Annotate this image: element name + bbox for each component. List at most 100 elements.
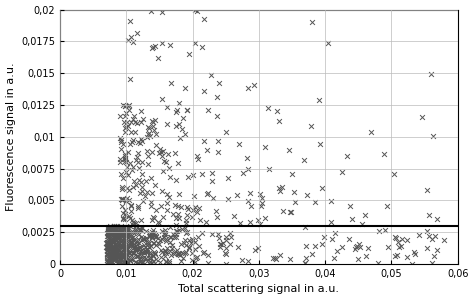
Point [104,252,111,257]
Point [138,225,146,230]
Point [117,147,124,152]
Point [194,235,202,240]
Point [167,81,174,85]
Point [147,200,155,205]
Point [199,231,206,236]
Point [134,262,142,266]
Point [122,252,130,256]
Point [148,149,156,154]
Point [199,250,206,255]
Point [115,252,122,257]
Point [148,235,156,240]
Point [131,221,138,226]
Point [158,96,166,101]
Point [222,261,229,266]
Point [123,247,130,251]
Point [279,209,286,214]
Point [172,216,180,221]
Point [122,111,129,116]
Point [117,140,124,144]
Point [117,136,124,141]
Point [118,229,126,233]
Point [185,245,192,250]
Point [170,250,178,255]
Point [161,248,168,253]
Point [109,239,117,244]
Point [364,245,372,250]
Point [111,234,119,239]
Point [189,207,196,212]
Point [134,203,142,208]
Point [391,172,398,177]
Point [121,159,129,164]
Point [287,209,294,214]
Point [169,212,177,217]
Point [196,218,203,223]
Point [105,246,112,250]
Point [125,232,133,237]
Point [125,226,132,231]
Point [111,238,118,243]
Point [119,217,127,222]
Point [114,249,121,254]
Point [145,260,153,265]
Point [146,244,153,249]
Point [129,40,137,44]
Point [133,220,140,225]
Point [193,210,201,214]
Point [148,190,155,195]
Point [189,258,196,262]
Point [106,236,114,240]
Point [233,192,240,197]
Point [120,120,128,125]
Point [109,227,116,232]
Point [118,196,126,201]
Point [107,259,114,264]
Point [244,167,251,171]
Point [150,233,158,238]
Point [204,252,212,257]
Point [217,245,224,250]
Point [136,251,143,256]
Point [129,138,137,143]
Point [145,244,152,249]
Point [116,260,124,264]
Point [121,233,129,238]
Point [110,231,118,236]
Point [107,232,114,236]
Point [118,198,126,203]
Point [275,118,283,123]
Point [348,217,356,222]
Point [136,260,144,265]
Point [105,225,112,230]
Point [327,199,335,204]
Point [108,227,116,232]
Point [111,243,118,248]
Point [118,235,126,240]
Point [208,231,216,236]
Point [120,225,128,230]
Point [118,232,126,236]
Point [106,250,114,255]
Point [410,249,417,254]
Point [125,108,133,113]
Point [404,238,411,242]
Point [110,253,118,257]
Point [130,178,138,183]
Point [423,229,431,234]
Point [151,118,159,123]
Point [114,237,122,242]
Point [107,251,114,256]
Point [137,180,145,185]
Point [226,242,233,247]
Point [316,142,324,147]
Point [276,188,284,193]
Point [273,108,281,113]
Point [152,235,160,240]
Point [145,240,152,244]
Point [392,235,399,239]
Point [122,160,130,164]
Point [145,132,152,137]
Point [135,166,143,170]
Point [146,134,154,139]
